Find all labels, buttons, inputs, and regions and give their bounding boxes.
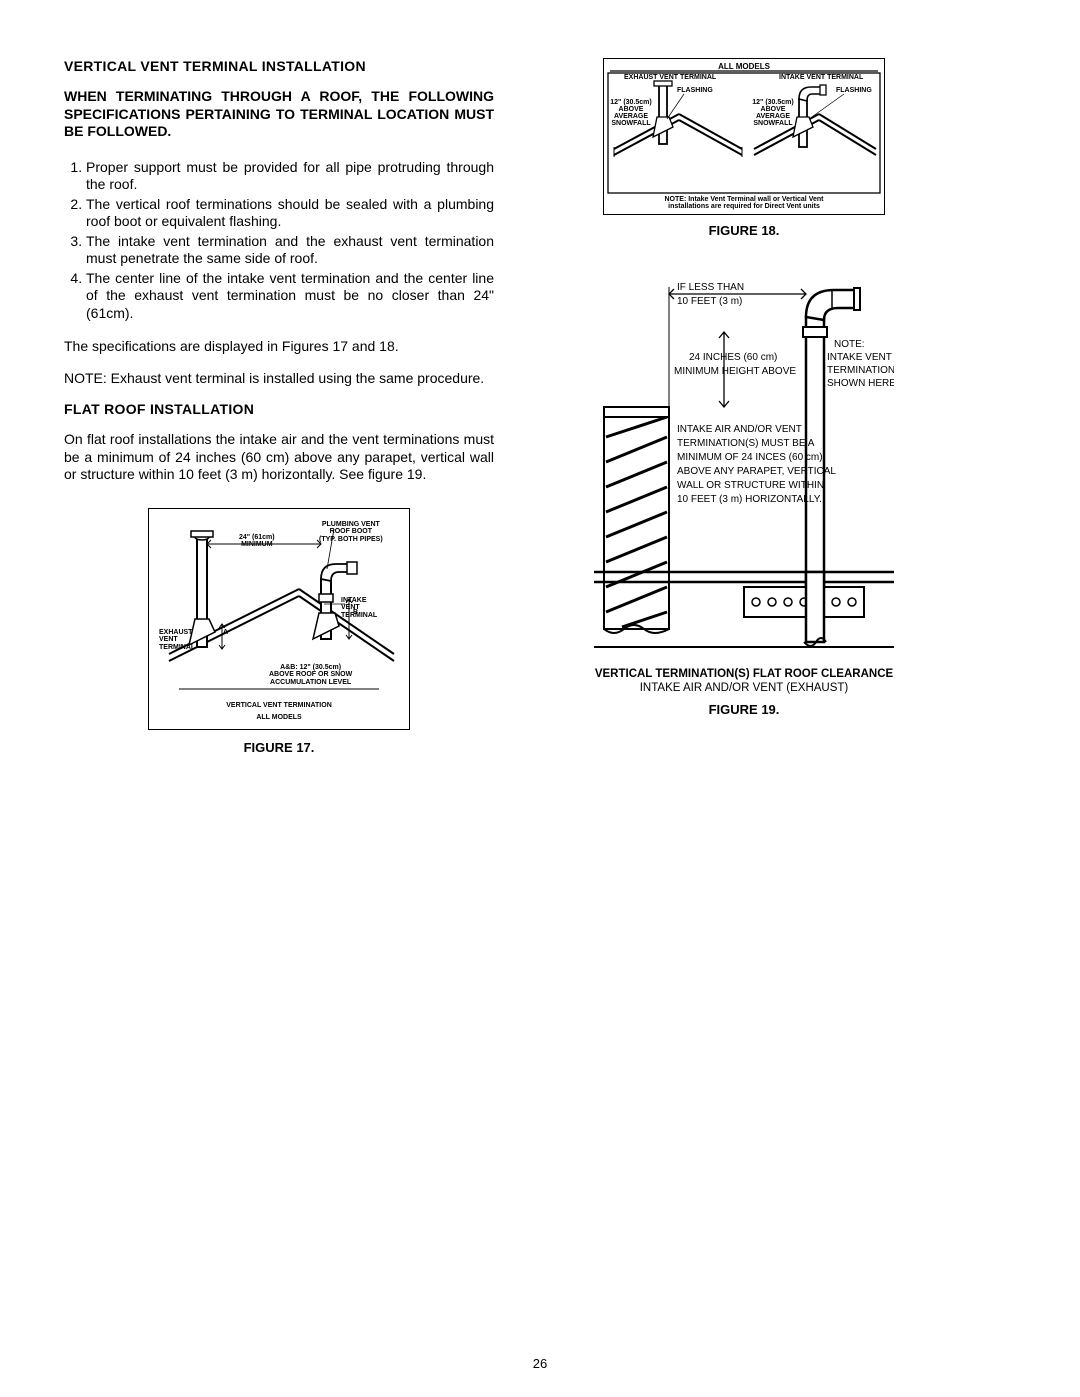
para-note-exhaust: NOTE: Exhaust vent terminal is installed… [64,370,494,388]
spec-item-3: The intake vent termination and the exha… [86,233,494,268]
fig17-a-label: A [223,629,228,637]
fig17-footer1: VERTICAL VENT TERMINATION [149,702,409,709]
fig18-exhaust-label: EXHAUST VENT TERMINAL [624,74,716,81]
page: VERTICAL VENT TERMINAL INSTALLATION WHEN… [0,0,1080,1397]
spec-item-4: The center line of the intake vent termi… [86,270,494,323]
figure-19-svg: IF LESS THAN 10 FEET (3 m) 24 INCHES (60… [594,272,894,662]
fig19-minheight: MINIMUM HEIGHT ABOVE [674,366,796,377]
figure-19-caption: FIGURE 19. [709,702,780,717]
spec-intro: WHEN TERMINATING THROUGH A ROOF, THE FOL… [64,88,494,141]
figure-17-caption: FIGURE 17. [64,740,494,755]
para-flat-roof: On flat roof installations the intake ai… [64,431,494,484]
fig18-note: NOTE: Intake Vent Terminal wall or Verti… [604,196,884,210]
heading-flat-roof: FLAT ROOF INSTALLATION [64,401,494,417]
fig18-spec-left: 12" (30.5cm)ABOVEAVERAGESNOWFALL [610,99,652,127]
fig17-b-label: B [353,609,358,617]
fig17-footer2: ALL MODELS [149,714,409,721]
fig19-sub1: VERTICAL TERMINATION(S) FLAT ROOF CLEARA… [594,668,894,680]
columns: VERTICAL VENT TERMINAL INSTALLATION WHEN… [0,0,1080,771]
page-number: 26 [0,1356,1080,1371]
fig19-note-1: NOTE: [834,339,865,350]
fig18-flashing-right: FLASHING [836,87,872,94]
fig19-body-4: ABOVE ANY PARAPET, VERTICAL [677,466,836,477]
left-column: VERTICAL VENT TERMINAL INSTALLATION WHEN… [64,58,494,771]
fig18-intake-label: INTAKE VENT TERMINAL [779,74,863,81]
figure-18-caption: FIGURE 18. [709,223,780,238]
figure-17: PLUMBING VENTROOF BOOT(TYP. BOTH PIPES) … [148,508,410,730]
fig19-ifless: IF LESS THAN [677,282,744,293]
figure-18: ALL MODELS [603,58,885,215]
fig17-min24-label: 24" (61cm)MINIMUM [239,534,275,549]
fig19-body-6: 10 FEET (3 m) HORIZONTALLY. [677,494,822,505]
fig19-body-1: INTAKE AIR AND/OR VENT [677,424,802,435]
fig19-tenfeet: 10 FEET (3 m) [677,296,742,307]
spec-item-1: Proper support must be provided for all … [86,159,494,194]
figure-18-svg [604,59,884,214]
fig19-24in: 24 INCHES (60 cm) [689,352,777,363]
fig18-flashing-left: FLASHING [677,87,713,94]
fig19-body-5: WALL OR STRUCTURE WITHIN [677,480,824,491]
fig19-body-3: MINIMUM OF 24 INCES (60 cm) [677,452,823,463]
fig17-ab-label: A&B: 12" (30.5cm)ABOVE ROOF OR SNOWACCUM… [269,664,352,687]
heading-vertical-vent: VERTICAL VENT TERMINAL INSTALLATION [64,58,494,74]
fig18-spec-right: 12" (30.5cm)ABOVEAVERAGESNOWFALL [752,99,794,127]
right-column: ALL MODELS [534,58,954,771]
spec-item-2: The vertical roof terminations should be… [86,196,494,231]
spec-list: Proper support must be provided for all … [64,159,494,325]
fig17-exhaust-label: EXHAUSTVENTTERMINAL [159,629,195,652]
fig19-note-4: SHOWN HERE [827,378,894,389]
fig17-plumbing-label: PLUMBING VENTROOF BOOT(TYP. BOTH PIPES) [319,521,383,544]
fig19-note-3: TERMINATION [827,365,894,376]
para-spec-displayed: The specifications are displayed in Figu… [64,338,494,356]
fig17-intake-label: INTAKEVENTTERMINAL [341,597,377,620]
fig19-body-2: TERMINATION(S) MUST BE A [677,438,815,449]
fig19-note-2: INTAKE VENT [827,352,892,363]
fig19-sub2: INTAKE AIR AND/OR VENT (EXHAUST) [594,682,894,694]
figure-19: IF LESS THAN 10 FEET (3 m) 24 INCHES (60… [594,272,894,694]
